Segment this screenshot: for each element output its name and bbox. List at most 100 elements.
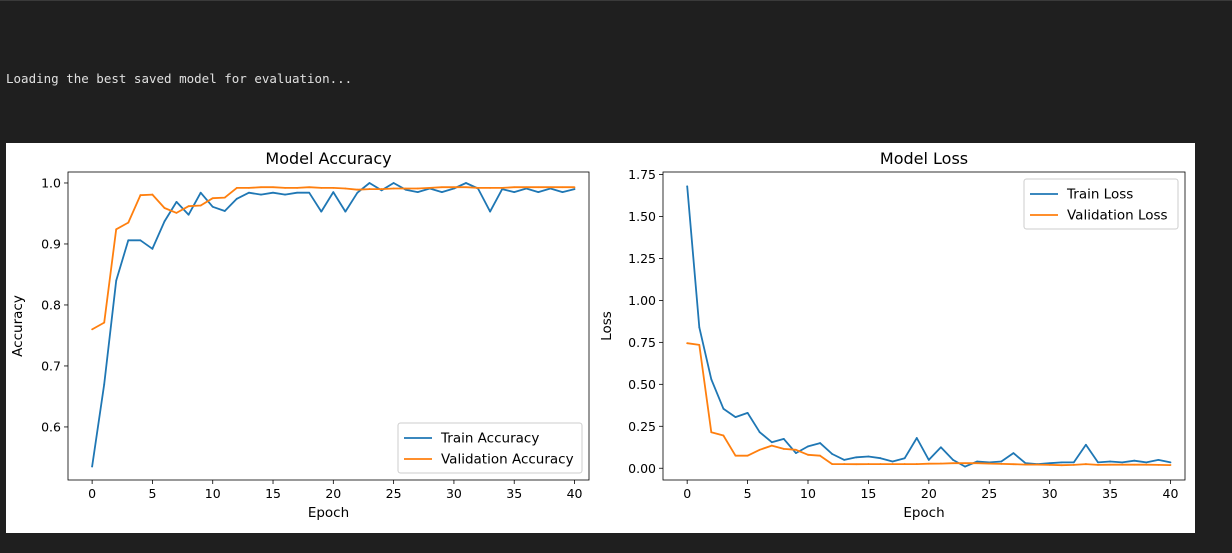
data-point [393, 188, 395, 190]
x-tick-label: 40 [1163, 486, 1179, 501]
y-tick-label: 0.9 [41, 236, 61, 251]
data-point [369, 182, 371, 184]
data-point [393, 182, 395, 184]
data-point [868, 456, 870, 458]
data-point [1109, 461, 1111, 463]
data-point [698, 344, 700, 346]
data-point [164, 207, 166, 209]
data-point [188, 205, 190, 207]
data-point [296, 187, 298, 189]
data-point [344, 188, 346, 190]
data-point [115, 228, 117, 230]
data-point [928, 459, 930, 461]
chart-title: Model Accuracy [265, 149, 391, 168]
legend: Train LossValidation Loss [1024, 179, 1178, 229]
y-axis-label: Accuracy [10, 295, 26, 357]
data-point [248, 187, 250, 189]
data-point [1025, 464, 1027, 466]
data-point [1013, 452, 1015, 454]
data-point [236, 198, 238, 200]
y-tick-label: 1.75 [628, 167, 656, 182]
data-point [164, 221, 166, 223]
data-point [1145, 464, 1147, 466]
chart-0: Model Accuracy 0 5 10 15 20 25 30 35 40 0.6 0.7 0.8 0… [10, 149, 589, 521]
data-point [928, 463, 930, 465]
data-point [127, 222, 129, 224]
data-point [574, 188, 576, 190]
data-point [320, 211, 322, 213]
y-tick-label: 0.7 [41, 358, 61, 373]
x-tick-label: 20 [325, 486, 341, 501]
y-tick-label: 0.25 [628, 419, 656, 434]
chart-title: Model Loss [880, 149, 968, 168]
data-point [1097, 464, 1099, 466]
data-point [308, 186, 310, 188]
data-point [1133, 464, 1135, 466]
data-point [892, 463, 894, 465]
data-point [332, 187, 334, 189]
data-point [831, 463, 833, 465]
data-point [759, 449, 761, 451]
data-point [441, 191, 443, 193]
data-point [441, 186, 443, 188]
data-point [1073, 461, 1075, 463]
data-point [357, 192, 359, 194]
y-axis-label: Loss [599, 311, 615, 341]
data-point [880, 457, 882, 459]
data-point [855, 463, 857, 465]
data-point [819, 455, 821, 457]
data-point [429, 187, 431, 189]
data-point [91, 466, 93, 468]
data-point [855, 456, 857, 458]
data-point [1158, 464, 1160, 466]
data-point [188, 214, 190, 216]
data-point [831, 453, 833, 455]
data-point [807, 454, 809, 456]
data-point [212, 197, 214, 199]
data-point [369, 188, 371, 190]
data-point [747, 455, 749, 457]
data-point [477, 187, 479, 189]
y-tick-label: 0.75 [628, 335, 656, 350]
data-point [344, 211, 346, 213]
data-point [417, 188, 419, 190]
data-point [176, 201, 178, 203]
data-point [686, 185, 688, 187]
data-point [574, 186, 576, 188]
y-tick-label: 0.50 [628, 377, 656, 392]
x-tick-label: 35 [506, 486, 522, 501]
data-point [224, 210, 226, 212]
data-point [200, 205, 202, 207]
legend-label: Validation Loss [1067, 208, 1168, 224]
data-point [698, 326, 700, 328]
data-point [1085, 444, 1087, 446]
data-point [1000, 461, 1002, 463]
x-axis-label: Epoch [308, 505, 349, 521]
data-point [723, 408, 725, 410]
data-point [139, 194, 141, 196]
data-point [489, 187, 491, 189]
x-tick-label: 0 [88, 486, 96, 501]
data-point [807, 446, 809, 448]
data-point [550, 186, 552, 188]
data-point [272, 192, 274, 194]
data-point [489, 211, 491, 213]
data-point [525, 186, 527, 188]
x-tick-label: 25 [981, 486, 997, 501]
data-point [405, 188, 407, 190]
data-point [723, 435, 725, 437]
data-point [296, 192, 298, 194]
data-point [453, 186, 455, 188]
data-point [964, 466, 966, 468]
x-tick-label: 15 [860, 486, 876, 501]
data-point [783, 448, 785, 450]
data-point [1133, 460, 1135, 462]
y-tick-label: 0.6 [41, 419, 61, 434]
data-point [127, 239, 129, 241]
data-point [381, 188, 383, 190]
data-point [236, 187, 238, 189]
data-point [152, 194, 154, 196]
data-point [176, 212, 178, 214]
data-point [562, 191, 564, 193]
data-point [103, 322, 105, 324]
